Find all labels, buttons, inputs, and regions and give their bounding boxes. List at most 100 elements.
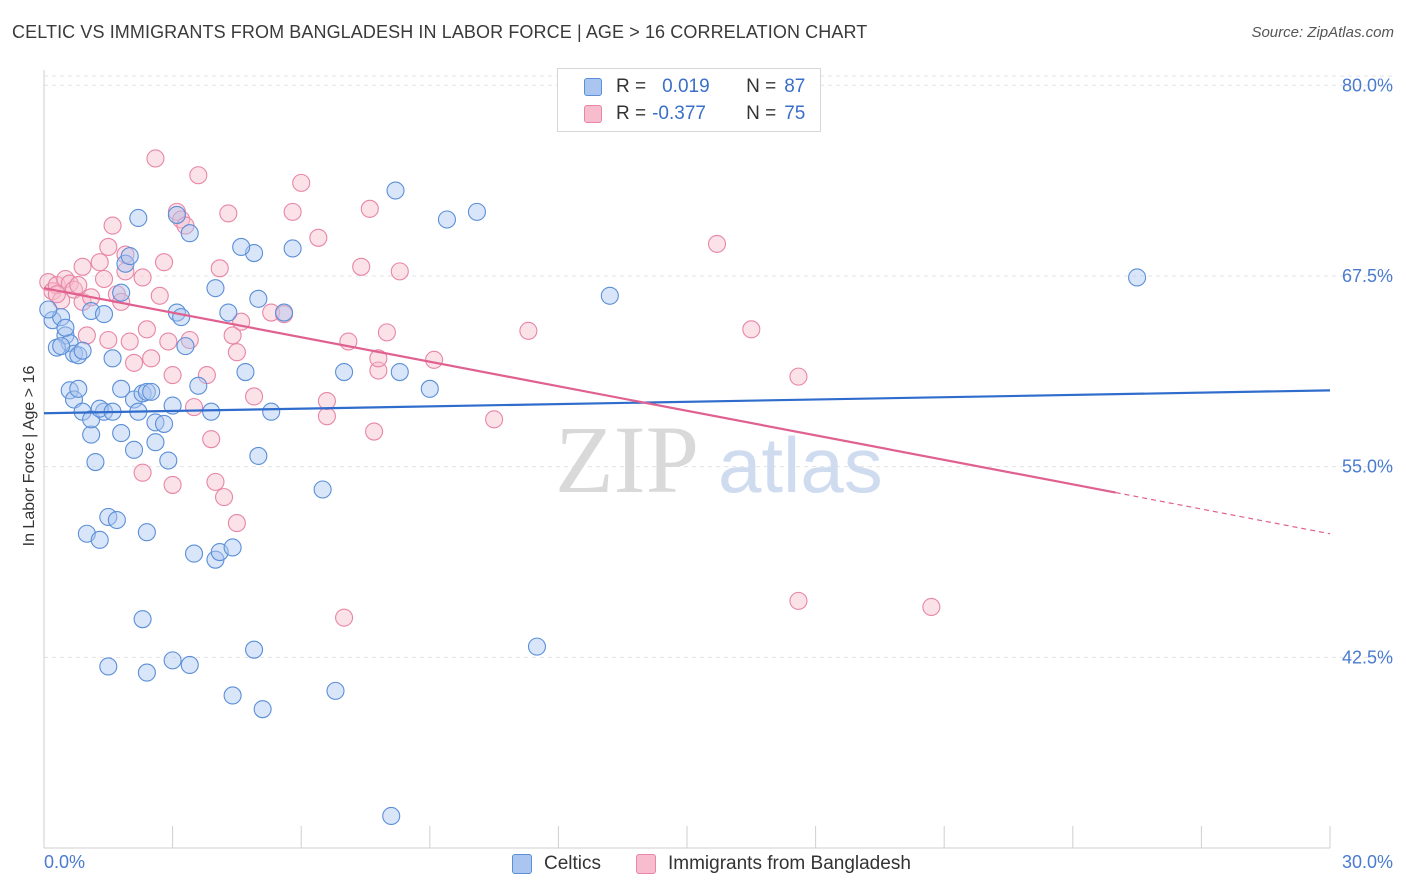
watermark-zip: ZIP: [555, 406, 699, 513]
celtics-point: [223, 538, 242, 557]
legend-row-celtics: R = 0.019 N = 87: [558, 73, 805, 101]
bangladesh-point: [335, 608, 354, 627]
celtics-point: [249, 446, 268, 465]
bangladesh-point: [133, 463, 152, 482]
tick-labels: 42.5% 55.0% 67.5% 80.0% 0.0% 30.0%: [44, 75, 1393, 872]
bangladesh-point: [133, 268, 152, 287]
celtics-point: [120, 247, 139, 266]
celtics-point: [326, 681, 345, 700]
axes: [43, 70, 1331, 849]
bangladesh-point: [317, 391, 336, 411]
watermark-atlas: atlas: [718, 421, 883, 509]
bangladesh-point: [94, 269, 114, 289]
celtics-point: [253, 700, 272, 719]
legend: R = 0.019 N = 87 R = -0.377 N = 75: [557, 68, 821, 132]
celtics-point: [163, 651, 182, 670]
bangladesh-point: [352, 257, 371, 276]
trend-lines: [43, 287, 1331, 535]
bangladesh-point: [124, 353, 144, 372]
celtics-point: [112, 283, 131, 302]
x-tick-label: 30.0%: [1342, 852, 1393, 872]
bangladesh-point: [163, 475, 182, 494]
celtics-point: [206, 279, 225, 298]
bangladesh-point: [120, 332, 139, 351]
y-tick-label: 67.5%: [1342, 266, 1393, 286]
bangladesh-point: [742, 320, 761, 339]
bangladesh-point: [47, 285, 66, 304]
celtics-point: [112, 424, 131, 443]
celtics-point: [189, 376, 208, 395]
bangladesh-point: [214, 488, 234, 507]
source-label: Source: ZipAtlas.com: [1251, 24, 1394, 41]
celtics-point: [219, 303, 238, 322]
celtics-point: [172, 308, 191, 327]
celtics-point: [249, 289, 268, 308]
celtics-point: [236, 362, 255, 382]
bangladesh-point: [485, 410, 504, 429]
bangladesh-point: [227, 343, 246, 362]
celtics-point: [420, 379, 439, 398]
celtics-point: [262, 402, 281, 421]
legend-n-label: N =: [746, 103, 777, 124]
legend-n-label: N =: [746, 76, 777, 97]
celtics-point: [335, 362, 354, 382]
celtics-point: [146, 433, 165, 452]
x-tick-label: 0.0%: [44, 852, 85, 872]
bangladesh-point: [146, 149, 165, 168]
bangladesh-point: [365, 422, 384, 441]
bangladesh-point: [202, 430, 221, 449]
legend-r-value: -0.377: [652, 103, 706, 124]
celtics-point: [73, 341, 92, 360]
y-tick-label: 42.5%: [1342, 647, 1393, 667]
celtics-point: [82, 425, 101, 444]
bangladesh-point: [317, 407, 336, 426]
bottom-legend-swatch-bangladesh: [636, 854, 656, 874]
bangladesh-point: [163, 366, 182, 385]
legend-r-label: R =: [616, 103, 647, 124]
celtics-point: [90, 530, 109, 549]
bangladesh-point: [292, 173, 311, 192]
bangladesh-point: [369, 349, 388, 368]
y-tick-label: 80.0%: [1342, 75, 1393, 95]
bottom-legend-swatch-celtics: [512, 854, 532, 874]
bangladesh-point: [77, 326, 96, 345]
celtics-point: [124, 440, 144, 459]
legend-n-value: 75: [784, 103, 806, 124]
chart-title: CELTIC VS IMMIGRANTS FROM BANGLADESH IN …: [12, 22, 868, 42]
celtics-point: [103, 349, 122, 368]
bottom-legend-label-celtics: Celtics: [544, 853, 602, 874]
bangladesh-point: [283, 202, 302, 221]
celtics-point: [467, 202, 487, 221]
y-axis-label: In Labor Force | Age > 16: [21, 366, 38, 547]
bottom-legend-label-bangladesh: Immigrants from Bangladesh: [668, 853, 911, 874]
celtics-point: [86, 453, 105, 472]
legend-r-value: 0.019: [662, 76, 710, 97]
legend-n-value: 87: [784, 76, 806, 97]
bangladesh-point: [73, 257, 92, 276]
celtics-point: [56, 318, 75, 337]
bangladesh-point: [390, 262, 409, 281]
bangladesh-point: [159, 332, 178, 351]
celtics-point: [202, 402, 221, 421]
celtics-point: [69, 379, 88, 398]
bangladesh-trend-extension: [1115, 491, 1331, 535]
bangladesh-point: [360, 199, 379, 218]
bangladesh-point: [99, 237, 118, 257]
bangladesh-point: [922, 597, 941, 617]
bangladesh-point: [377, 323, 396, 342]
celtics-point: [184, 544, 204, 563]
celtics-point: [167, 205, 186, 224]
legend-r-label: R =: [616, 76, 647, 97]
celtics-point: [176, 337, 195, 356]
celtics-point: [39, 300, 58, 319]
celtics-point: [133, 610, 152, 629]
bangladesh-point: [69, 276, 88, 295]
celtics-point: [137, 382, 156, 401]
celtics-point: [1128, 268, 1147, 287]
legend-swatch-celtics: [584, 78, 602, 96]
celtics-point: [64, 390, 84, 409]
celtics-point: [99, 657, 118, 676]
celtics-point: [382, 806, 401, 826]
bangladesh-point: [519, 321, 538, 340]
bangladesh-point: [244, 387, 264, 406]
